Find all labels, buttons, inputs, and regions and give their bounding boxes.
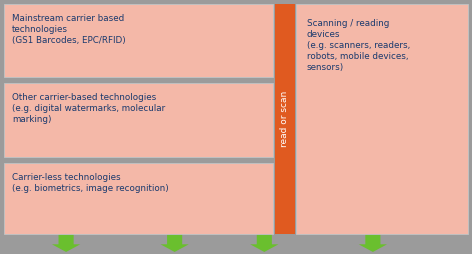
Text: Mainstream carrier based
technologies
(GS1 Barcodes, EPC/RFID): Mainstream carrier based technologies (G… (12, 14, 126, 45)
Text: Scanning / reading
devices
(e.g. scanners, readers,
robots, mobile devices,
sens: Scanning / reading devices (e.g. scanner… (307, 19, 410, 72)
FancyBboxPatch shape (4, 4, 273, 77)
FancyBboxPatch shape (296, 4, 468, 234)
FancyBboxPatch shape (275, 4, 295, 234)
FancyBboxPatch shape (4, 83, 273, 157)
Polygon shape (359, 235, 387, 252)
Text: read or scan: read or scan (280, 91, 289, 147)
Polygon shape (250, 235, 278, 252)
FancyBboxPatch shape (4, 163, 273, 234)
Polygon shape (160, 235, 189, 252)
Text: Other carrier-based technologies
(e.g. digital watermarks, molecular
marking): Other carrier-based technologies (e.g. d… (12, 93, 166, 124)
Text: Carrier-less technologies
(e.g. biometrics, image recognition): Carrier-less technologies (e.g. biometri… (12, 173, 169, 193)
Polygon shape (52, 235, 80, 252)
